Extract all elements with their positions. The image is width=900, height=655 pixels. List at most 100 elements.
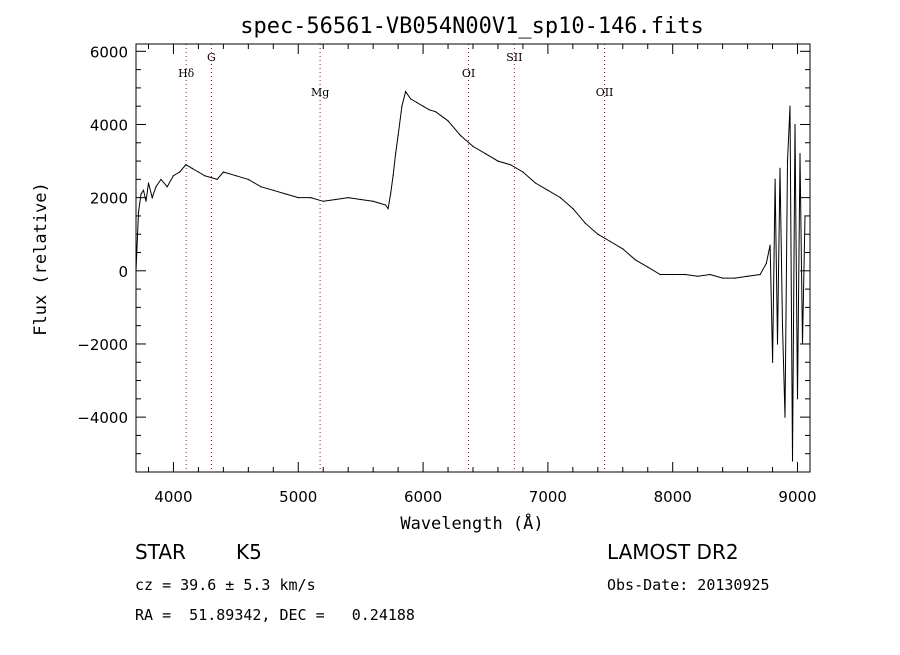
data-point bbox=[584, 222, 586, 224]
line-markers bbox=[185, 44, 606, 472]
data-point bbox=[459, 134, 462, 137]
data-point bbox=[197, 171, 199, 173]
data-point bbox=[435, 111, 437, 113]
y-tick-label: 4000 bbox=[90, 116, 128, 134]
series-group bbox=[135, 90, 806, 462]
y-tick-label: −2000 bbox=[77, 336, 128, 354]
data-point bbox=[647, 266, 649, 268]
data-point bbox=[447, 120, 449, 122]
data-point bbox=[472, 145, 474, 147]
data-point bbox=[722, 277, 724, 279]
data-point bbox=[145, 200, 147, 202]
x-tick-label: 7000 bbox=[529, 488, 567, 506]
axis-ticks bbox=[136, 44, 810, 473]
data-point bbox=[416, 101, 418, 104]
y-tick-label: 6000 bbox=[90, 43, 128, 61]
data-point bbox=[155, 186, 157, 188]
data-point bbox=[395, 153, 397, 155]
data-point bbox=[410, 98, 412, 100]
data-point bbox=[405, 91, 407, 93]
data-point bbox=[422, 105, 424, 107]
data-point bbox=[390, 193, 392, 195]
data-point bbox=[137, 211, 140, 213]
data-point bbox=[659, 273, 661, 276]
data-point bbox=[634, 259, 636, 261]
data-point bbox=[216, 178, 218, 180]
data-point bbox=[372, 200, 374, 202]
object-class: STAR bbox=[135, 540, 186, 564]
data-point bbox=[360, 198, 362, 201]
data-point bbox=[597, 233, 599, 235]
line-marker-label: Hδ bbox=[178, 67, 195, 80]
survey-name: LAMOST DR2 bbox=[607, 540, 739, 564]
data-point bbox=[310, 197, 312, 199]
line-marker-label: OI bbox=[462, 67, 475, 80]
data-point bbox=[392, 175, 394, 177]
data-point bbox=[272, 189, 274, 191]
data-point bbox=[322, 200, 324, 202]
y-tick-label: 0 bbox=[118, 263, 128, 281]
data-point bbox=[509, 164, 511, 166]
line-marker-label: Mg bbox=[311, 86, 329, 99]
data-point bbox=[166, 186, 168, 188]
data-point bbox=[759, 273, 761, 276]
data-point bbox=[684, 273, 686, 276]
data-point bbox=[772, 361, 774, 363]
data-point bbox=[789, 105, 791, 107]
data-point bbox=[385, 204, 387, 206]
data-point bbox=[347, 197, 349, 199]
data-point bbox=[522, 171, 524, 173]
data-point bbox=[247, 178, 249, 180]
data-point bbox=[260, 186, 262, 188]
data-point bbox=[151, 197, 153, 199]
data-point bbox=[779, 167, 781, 169]
data-point bbox=[559, 197, 562, 199]
data-point bbox=[285, 193, 287, 195]
obs-date-line: Obs-Date: 20130925 bbox=[607, 576, 770, 594]
x-tick-label: 5000 bbox=[279, 488, 317, 506]
y-tick-label: −4000 bbox=[77, 409, 128, 427]
data-point bbox=[428, 109, 430, 111]
data-point bbox=[786, 160, 789, 162]
data-point bbox=[179, 171, 181, 173]
data-point bbox=[769, 244, 771, 246]
x-tick-label: 8000 bbox=[654, 488, 692, 506]
spectrum-line bbox=[135, 90, 806, 462]
data-point bbox=[547, 189, 549, 191]
data-point bbox=[776, 343, 779, 345]
data-point bbox=[387, 208, 389, 210]
data-point bbox=[401, 105, 403, 107]
line-marker-label: OII bbox=[596, 86, 614, 99]
redshift-line: cz = 39.6 ± 5.3 km/s bbox=[135, 576, 316, 594]
x-axis-label: Wavelength (Å) bbox=[400, 512, 543, 534]
line-marker-label: SII bbox=[506, 51, 522, 64]
spectral-subclass: K5 bbox=[236, 540, 262, 564]
data-point bbox=[672, 273, 674, 276]
data-point bbox=[204, 175, 206, 177]
x-tick-label: 9000 bbox=[778, 488, 816, 506]
data-point bbox=[142, 189, 145, 191]
data-point bbox=[609, 240, 611, 243]
data-point bbox=[747, 275, 749, 277]
data-point bbox=[160, 178, 162, 180]
x-tick-label: 6000 bbox=[404, 488, 442, 506]
data-point bbox=[622, 248, 624, 250]
data-point bbox=[784, 416, 786, 418]
data-point bbox=[140, 193, 142, 195]
data-point bbox=[697, 275, 699, 277]
data-point bbox=[794, 123, 796, 126]
line-marker-labels: Hδ G Mg OI SII OII bbox=[178, 51, 613, 99]
chart-title: spec-56561-VB054N00V1_sp10-146.fits bbox=[240, 14, 704, 39]
data-point bbox=[397, 134, 399, 137]
coordinates-line: RA = 51.89342, DEC = 0.24188 bbox=[135, 606, 415, 624]
data-point bbox=[484, 153, 487, 155]
data-point bbox=[297, 197, 299, 199]
data-point bbox=[335, 198, 337, 201]
y-axis-label: Flux (relative) bbox=[31, 182, 51, 336]
data-point bbox=[572, 208, 574, 210]
data-point bbox=[734, 277, 736, 279]
line-marker-label: G bbox=[207, 51, 216, 64]
data-point bbox=[791, 460, 794, 462]
